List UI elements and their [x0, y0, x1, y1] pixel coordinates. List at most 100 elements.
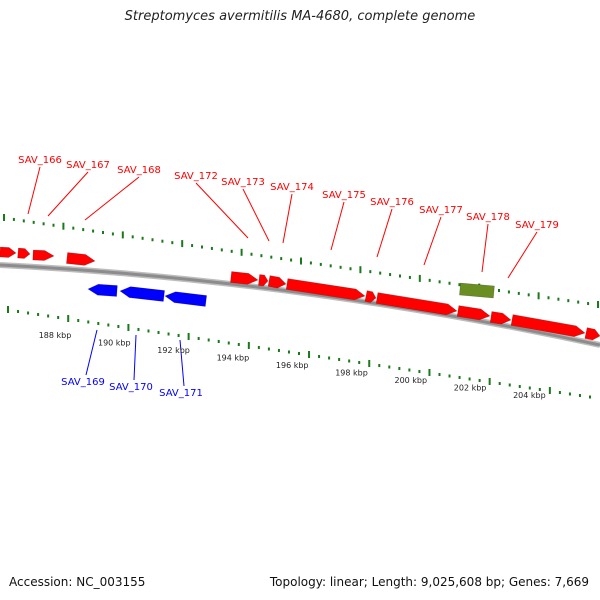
forward-major-tick [418, 274, 421, 282]
scale-minor-tick [107, 323, 110, 327]
label-leader [423, 216, 442, 266]
forward-minor-tick [260, 254, 263, 258]
gene-arrow[interactable] [456, 305, 491, 322]
gene-arrow[interactable] [267, 275, 287, 290]
scale-minor-tick [398, 367, 401, 370]
gene-arrow[interactable] [87, 283, 118, 297]
gene-arrow[interactable] [17, 247, 31, 259]
gene-label-forward[interactable]: SAV_176 [370, 197, 414, 208]
label-leader [133, 334, 137, 381]
forward-minor-tick [319, 262, 322, 266]
forward-minor-tick [458, 283, 461, 287]
gene-arrow[interactable] [510, 314, 586, 339]
gene-label-reverse[interactable]: SAV_171 [159, 388, 203, 399]
forward-minor-tick [517, 291, 520, 295]
scale-major-tick [368, 360, 371, 367]
forward-minor-tick [102, 231, 104, 234]
label-leader [84, 176, 140, 221]
scale-minor-tick [207, 338, 210, 342]
forward-minor-tick [151, 238, 154, 242]
scale-minor-tick [518, 385, 521, 388]
scale-minor-tick [77, 319, 80, 322]
kbp-label: 202 kbp [454, 384, 487, 393]
gene-label-forward[interactable]: SAV_167 [66, 160, 110, 171]
forward-major-tick [3, 214, 5, 221]
scale-minor-tick [257, 346, 260, 349]
scale-minor-tick [558, 391, 561, 394]
gene-arrow[interactable] [164, 291, 207, 307]
gene-arrow[interactable] [364, 290, 377, 304]
forward-major-tick [537, 292, 540, 300]
forward-minor-tick [220, 248, 223, 252]
label-leader [330, 201, 345, 251]
feature-block[interactable] [459, 282, 495, 299]
label-leader [481, 223, 489, 273]
gene-label-reverse[interactable]: SAV_170 [109, 382, 153, 393]
scale-minor-tick [47, 314, 50, 318]
forward-minor-tick [12, 217, 15, 221]
scale-minor-tick [508, 383, 511, 387]
scale-major-tick [308, 351, 311, 358]
scale-minor-tick [267, 347, 270, 351]
backbone-line [0, 263, 600, 347]
scale-major-tick [548, 387, 551, 394]
scale-minor-tick [277, 349, 280, 352]
kbp-label: 190 kbp [98, 339, 131, 348]
forward-minor-tick [567, 299, 570, 303]
gene-label-forward[interactable]: SAV_174 [270, 182, 314, 193]
gene-arrow[interactable] [375, 292, 458, 317]
genome-backbone [0, 262, 600, 348]
scale-major-tick [428, 369, 431, 376]
gene-arrow[interactable] [489, 311, 512, 326]
scale-minor-tick [197, 337, 200, 340]
gene-label-forward[interactable]: SAV_175 [322, 190, 366, 201]
forward-minor-tick [111, 232, 114, 236]
scale-minor-tick [97, 322, 100, 325]
forward-minor-tick [131, 235, 134, 239]
gene-label-forward[interactable]: SAV_166 [18, 155, 62, 166]
gene-arrow[interactable] [32, 249, 55, 261]
gene-arrow[interactable] [66, 252, 96, 267]
forward-minor-tick [141, 236, 144, 240]
kbp-label: 204 kbp [513, 391, 546, 400]
gene-label-forward[interactable]: SAV_179 [515, 220, 559, 231]
gene-arrow[interactable] [230, 271, 259, 286]
scale-minor-tick [167, 332, 170, 336]
gene-arrow[interactable] [258, 274, 269, 287]
gene-label-forward[interactable]: SAV_178 [466, 212, 510, 223]
gene-arrow[interactable] [584, 327, 600, 342]
scale-major-tick [127, 324, 130, 331]
kbp-label: 200 kbp [394, 376, 427, 385]
label-leader [507, 231, 538, 279]
gene-label-forward[interactable]: SAV_168 [117, 165, 161, 176]
forward-minor-tick [349, 267, 352, 271]
gene-arrow[interactable] [0, 246, 17, 258]
forward-minor-tick [438, 280, 441, 284]
scale-major-tick [67, 315, 70, 322]
gene-label-reverse[interactable]: SAV_169 [61, 377, 105, 388]
label-leader [85, 329, 98, 376]
forward-minor-tick [22, 219, 25, 223]
kbp-label: 198 kbp [335, 369, 368, 378]
gene-label-forward[interactable]: SAV_173 [221, 177, 265, 188]
forward-minor-tick [309, 261, 312, 265]
scale-minor-tick [87, 320, 90, 324]
scale-minor-tick [358, 361, 361, 364]
gene-label-forward[interactable]: SAV_177 [419, 205, 463, 216]
gene-arrow[interactable] [119, 286, 165, 302]
kbp-label: 196 kbp [276, 361, 309, 370]
forward-minor-tick [210, 246, 213, 250]
forward-minor-tick [280, 257, 283, 261]
label-leader [376, 208, 393, 258]
forward-minor-tick [448, 281, 451, 285]
scale-major-tick [247, 342, 250, 349]
gene-arrow[interactable] [285, 278, 366, 302]
scale-minor-tick [237, 343, 240, 346]
gene-label-forward[interactable]: SAV_172 [174, 171, 218, 182]
scale-minor-tick [37, 313, 40, 316]
forward-minor-tick [379, 271, 382, 275]
scale-major-tick [488, 378, 491, 385]
scale-minor-tick [348, 359, 351, 363]
